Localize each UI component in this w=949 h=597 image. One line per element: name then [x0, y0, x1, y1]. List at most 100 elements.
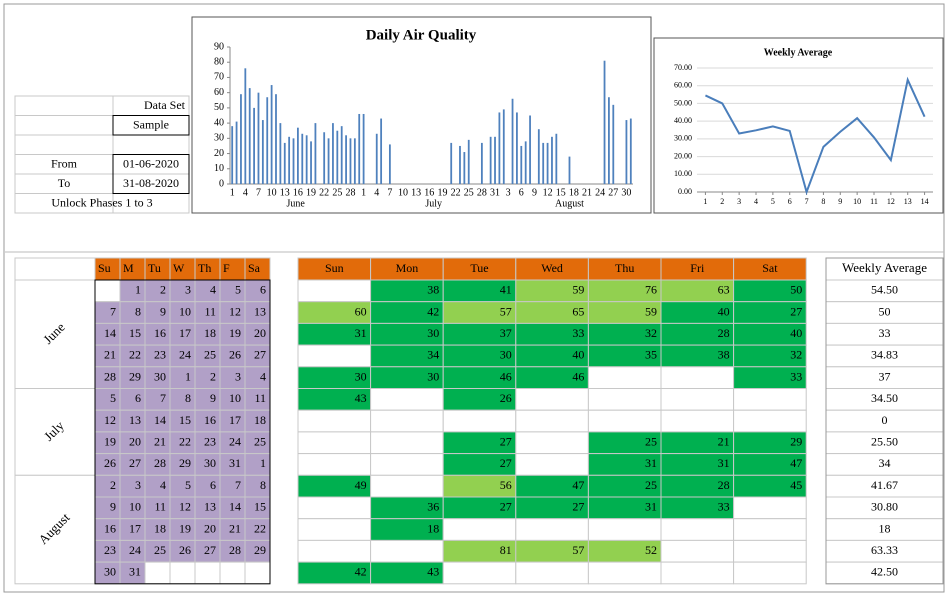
- day-cell: [119, 301, 146, 324]
- value-cell: [370, 431, 444, 455]
- bar: [279, 123, 282, 184]
- day-cell: [194, 474, 221, 498]
- value-cell: [515, 431, 589, 455]
- value-text: 28: [718, 326, 730, 340]
- x-tick-label: 11: [870, 197, 878, 206]
- bar: [253, 107, 255, 184]
- value-text: 35: [645, 348, 657, 362]
- value-text: 30: [427, 369, 439, 383]
- bar: [489, 136, 492, 184]
- day-number: 21: [104, 348, 116, 362]
- value-header: Sun: [325, 261, 344, 275]
- average-text: 63.33: [871, 543, 898, 557]
- day-number: 13: [129, 413, 141, 427]
- value-text: 30: [427, 326, 439, 340]
- x-tick-label: 3: [737, 197, 741, 206]
- average-text: 54.50: [871, 283, 898, 297]
- day-number: 1: [260, 456, 266, 470]
- day-number: 8: [260, 478, 266, 492]
- value-text: 33: [718, 500, 730, 514]
- day-number: 11: [254, 391, 266, 405]
- y-tick-label: 70: [214, 72, 224, 83]
- day-number: 7: [110, 304, 116, 318]
- day-number: 15: [179, 413, 191, 427]
- bar: [463, 152, 466, 184]
- day-number: 14: [154, 413, 166, 427]
- value-text: 46: [500, 369, 512, 383]
- value-text: 46: [572, 369, 584, 383]
- value-text: 47: [572, 478, 584, 492]
- x-tick-label: 6: [788, 197, 792, 206]
- bar: [288, 136, 291, 184]
- day-number: 26: [179, 543, 191, 557]
- value-cell: [660, 561, 735, 585]
- day-number: 22: [179, 435, 191, 449]
- day-number: 9: [210, 391, 216, 405]
- y-tick-label: 60.00: [674, 81, 692, 90]
- y-tick-label: 50: [214, 102, 224, 113]
- bar: [375, 133, 378, 184]
- day-number: 17: [229, 413, 241, 427]
- day-number: 30: [154, 369, 166, 383]
- line: [705, 76, 926, 196]
- day-number: 15: [254, 500, 266, 514]
- bar: [537, 129, 540, 184]
- value-cell: [733, 539, 807, 563]
- bar: [266, 97, 269, 184]
- value-text: 59: [572, 283, 584, 297]
- day-number: 29: [254, 543, 266, 557]
- day-number: 10: [129, 500, 141, 514]
- bar: [353, 138, 356, 184]
- value-text: 52: [645, 543, 657, 557]
- value-text: 59: [645, 304, 657, 318]
- day-number: 14: [104, 326, 116, 340]
- y-tick-label: 50.00: [674, 98, 692, 107]
- day-cell: [94, 474, 121, 498]
- bar: [520, 145, 523, 184]
- calendar-border: [94, 279, 271, 585]
- day-cell: [94, 301, 121, 324]
- x-group-label: July: [425, 198, 442, 209]
- bar: [345, 135, 347, 184]
- bar: [542, 142, 545, 184]
- info-label: Data Set: [144, 98, 186, 112]
- bar: [629, 118, 632, 184]
- day-number: 9: [110, 500, 116, 514]
- day-number: 3: [235, 369, 241, 383]
- day-number: 18: [254, 413, 266, 427]
- x-tick-label: 6: [519, 187, 524, 198]
- value-text: 37: [500, 326, 512, 340]
- value-cell: [442, 518, 517, 541]
- day-number: 9: [160, 304, 166, 318]
- day-cell: [244, 453, 271, 476]
- value-text: 63: [718, 283, 730, 297]
- value-cell: [297, 409, 372, 433]
- day-number: 10: [229, 391, 241, 405]
- value-text: 32: [645, 326, 657, 340]
- average-text: 34: [879, 456, 891, 470]
- value-text: 81: [500, 543, 512, 557]
- x-tick-label: 25: [332, 187, 342, 198]
- value-header: Mon: [396, 261, 419, 275]
- bar: [388, 144, 391, 184]
- value-cell: [442, 409, 517, 433]
- value-text: 21: [718, 435, 730, 449]
- value-text: 76: [645, 283, 657, 297]
- day-number: 6: [210, 478, 216, 492]
- y-tick-label: 0.00: [678, 187, 692, 196]
- x-tick-label: 12: [543, 187, 553, 198]
- bar: [248, 88, 251, 184]
- bar: [327, 138, 330, 184]
- x-group-label: August: [555, 198, 584, 209]
- day-cell: [169, 388, 196, 411]
- day-number: 20: [129, 435, 141, 449]
- day-number: 21: [154, 435, 166, 449]
- info-box-border: [112, 115, 190, 136]
- x-tick-label: 4: [374, 187, 379, 198]
- x-tick-label: 13: [411, 187, 421, 198]
- day-cell: [219, 366, 246, 389]
- info-note: Unlock Phases 1 to 3: [51, 195, 152, 209]
- value-header: Wed: [541, 261, 563, 275]
